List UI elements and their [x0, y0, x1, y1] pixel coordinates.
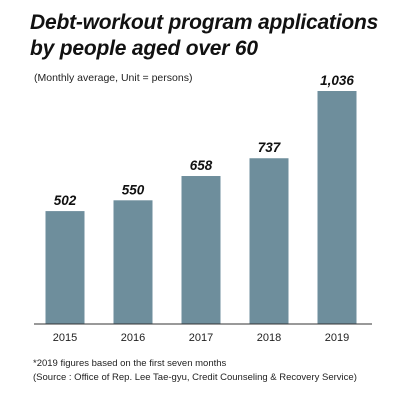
bar-2017 [181, 176, 221, 324]
bar-2016 [113, 200, 153, 324]
value-labels-group: 502 550 658 737 1,036 [54, 73, 355, 208]
value-label-2016: 550 [122, 182, 145, 197]
x-tick-labels-group: 2015 2016 2017 2018 2019 [53, 332, 349, 344]
x-tick-label-2017: 2017 [189, 332, 213, 344]
bars-group [45, 91, 357, 324]
x-tick-label-2015: 2015 [53, 332, 77, 344]
value-label-2015: 502 [54, 193, 77, 208]
footnote: *2019 figures based on the first seven m… [33, 357, 357, 385]
x-tick-label-2018: 2018 [257, 332, 281, 344]
chart-subtitle: (Monthly average, Unit = persons) [34, 72, 193, 84]
chart-title: Debt-workout program applications by peo… [30, 11, 379, 60]
footnote-source: (Source : Office of Rep. Lee Tae-gyu, Cr… [33, 372, 357, 383]
footnote-note: *2019 figures based on the first seven m… [33, 358, 227, 369]
value-label-2017: 658 [190, 158, 213, 173]
value-label-2018: 737 [258, 140, 282, 155]
x-tick-label-2019: 2019 [325, 332, 349, 344]
bar-2015 [45, 211, 85, 324]
x-tick-label-2016: 2016 [121, 332, 145, 344]
bar-2019 [317, 91, 357, 324]
value-label-2019: 1,036 [320, 73, 354, 88]
bar-2018 [249, 158, 289, 324]
